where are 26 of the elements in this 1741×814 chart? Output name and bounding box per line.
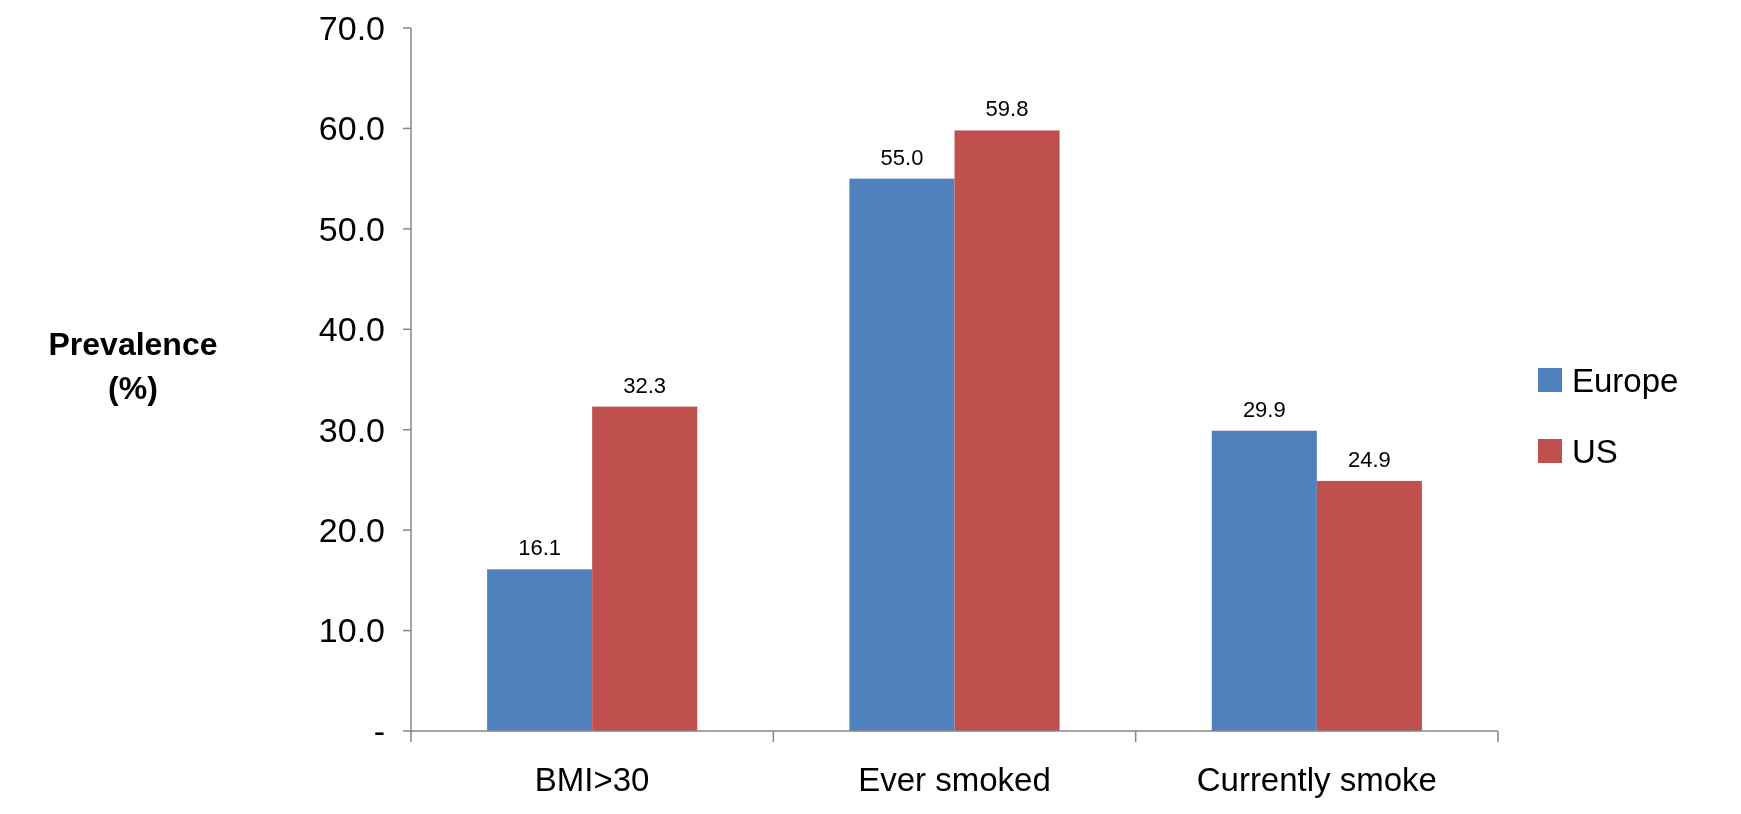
data-label: 29.9 [1242, 396, 1286, 422]
y-tick-label: 70.0 [318, 8, 385, 47]
data-label: 59.8 [985, 96, 1029, 122]
bar [954, 130, 1060, 731]
bar [1316, 480, 1422, 731]
bar [487, 569, 593, 731]
y-tick-label: - [373, 711, 385, 750]
data-label: 55.0 [880, 144, 924, 170]
y-tick-label: 30.0 [318, 410, 385, 449]
data-label: 24.9 [1347, 446, 1391, 472]
bar [592, 406, 698, 731]
bar [1211, 430, 1317, 731]
y-tick-label: 60.0 [318, 109, 385, 148]
x-tick-label: Ever smoked [858, 761, 1051, 798]
y-axis-title: Prevalence (%) [48, 326, 218, 406]
x-tick-label: Currently smoke [1196, 761, 1437, 798]
y-tick-label: 20.0 [318, 511, 385, 550]
y-tick-label: 50.0 [318, 209, 385, 248]
legend-label: US [1572, 432, 1618, 470]
y-tick-label: 10.0 [318, 611, 385, 650]
y-tick-label: 40.0 [318, 310, 385, 349]
data-label: 32.3 [623, 372, 667, 398]
data-label: 16.1 [518, 535, 562, 561]
x-tick-label: BMI>30 [534, 761, 650, 798]
bar [849, 178, 955, 731]
legend-label: Europe [1572, 361, 1679, 399]
